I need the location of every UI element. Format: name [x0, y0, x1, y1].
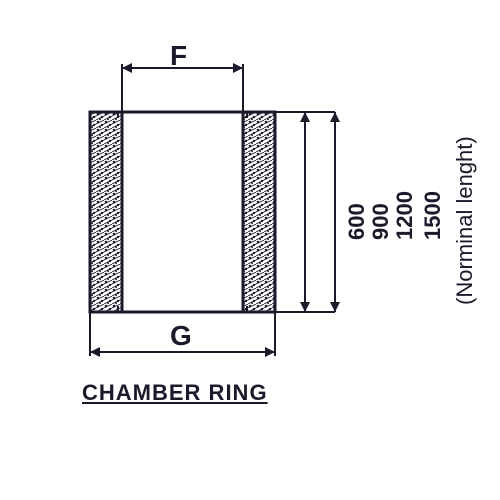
diagram-svg [0, 0, 500, 500]
length-value: 1500 [420, 191, 446, 240]
length-value: 900 [368, 203, 394, 240]
title: CHAMBER RING [82, 380, 268, 406]
dim-top-label: F [170, 40, 187, 72]
length-label: (Norminal lenght) [452, 136, 478, 305]
length-value: 600 [344, 203, 370, 240]
length-value: 1200 [392, 191, 418, 240]
dim-bottom-label: G [170, 320, 192, 352]
